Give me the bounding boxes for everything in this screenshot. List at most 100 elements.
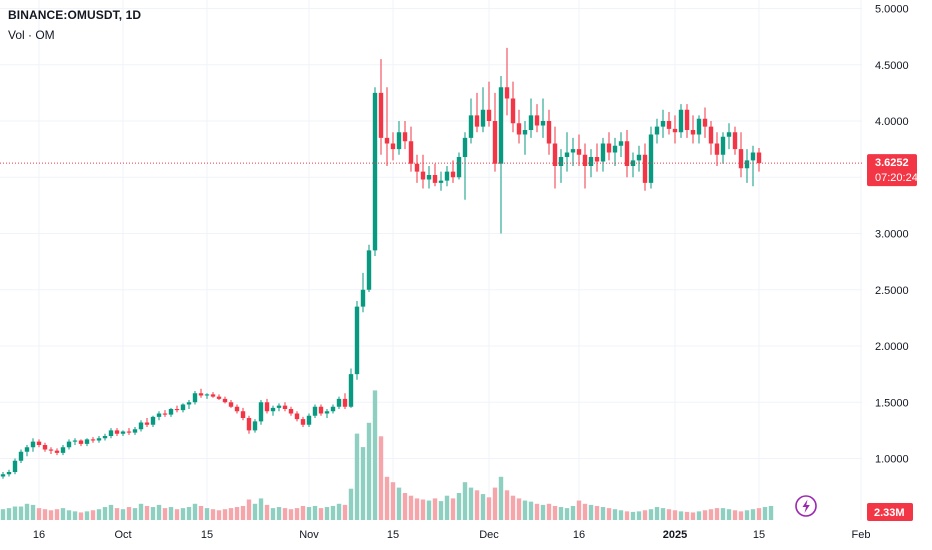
volume-bar	[654, 507, 660, 520]
candle	[522, 121, 528, 155]
volume-bar	[60, 508, 66, 520]
volume-bar	[360, 447, 366, 520]
candle	[300, 416, 306, 427]
candle-body	[570, 149, 576, 153]
volume-bar	[450, 498, 456, 520]
volume-bar	[522, 500, 528, 520]
candle	[150, 415, 156, 427]
candle	[606, 132, 612, 161]
candle	[480, 87, 486, 133]
price-tick-label: 2.5000	[875, 285, 909, 297]
time-scale[interactable]: 16 Oct 15 Nov 15 Dec 16 2025 15 Feb	[33, 529, 871, 541]
price-candles	[0, 47, 762, 479]
volume-bar	[150, 507, 156, 520]
volume-bar	[234, 507, 240, 520]
volume-bar	[312, 505, 318, 520]
candle	[390, 132, 396, 161]
candle-body	[540, 121, 546, 126]
candle-body	[738, 149, 744, 169]
volume-bar	[480, 494, 486, 520]
volume-bars	[0, 390, 774, 520]
volume-bar	[276, 507, 282, 520]
candle-body	[600, 143, 606, 162]
candle	[312, 404, 318, 418]
volume-bar	[180, 508, 186, 520]
volume-bar	[198, 505, 204, 520]
candle-body	[684, 109, 690, 130]
candle-body	[552, 143, 558, 166]
volume-bar	[30, 504, 36, 520]
candle	[324, 409, 330, 418]
candle	[648, 126, 654, 189]
candle	[48, 447, 54, 454]
volume-bar	[378, 436, 384, 520]
candle	[720, 132, 726, 164]
candle	[474, 92, 480, 133]
volume-bar	[324, 507, 330, 520]
volume-bar	[702, 510, 708, 520]
time-tick-label: Dec	[479, 529, 499, 541]
candle-body	[102, 436, 108, 439]
candle-body	[714, 143, 720, 155]
candle	[174, 405, 180, 413]
volume-bar	[138, 503, 144, 520]
volume-bar	[672, 510, 678, 520]
volume-bar	[708, 509, 714, 520]
candle-body	[18, 451, 24, 461]
candle	[246, 415, 252, 434]
candle	[318, 404, 324, 416]
volume-bar	[570, 505, 576, 520]
volume-bar	[762, 507, 768, 520]
volume-bar	[18, 506, 24, 520]
time-tick-label: 16	[573, 529, 585, 541]
time-tick-label: Nov	[299, 529, 319, 541]
candle-body	[594, 157, 600, 162]
candle-body	[456, 157, 462, 178]
volume-bar	[306, 507, 312, 520]
candle	[186, 400, 192, 409]
candle-body	[696, 118, 702, 135]
candle-body	[378, 92, 384, 138]
volume-bar	[114, 508, 120, 520]
volume-bar	[270, 508, 276, 520]
candle	[126, 428, 132, 435]
volume-bar	[348, 488, 354, 520]
time-tick-label: 2025	[663, 529, 687, 541]
candle	[258, 400, 264, 425]
candle	[384, 87, 390, 166]
price-tick-label: 4.0000	[875, 116, 909, 128]
volume-bar	[618, 510, 624, 520]
time-tick-label: 15	[753, 529, 765, 541]
volume-bar	[102, 507, 108, 520]
candle-body	[480, 109, 486, 127]
candle-body	[426, 175, 432, 180]
candle	[744, 149, 750, 183]
candle-body	[504, 87, 510, 99]
candle-body	[198, 393, 204, 396]
volume-badge: 2.33M	[867, 503, 913, 521]
candle-body	[24, 447, 30, 452]
volume-bar	[732, 510, 738, 520]
symbol-title: BINANCE:OMUSDT, 1D	[8, 8, 142, 22]
candle	[528, 98, 534, 138]
candle	[636, 145, 642, 172]
candle-body	[648, 134, 654, 183]
candle-body	[66, 441, 72, 448]
volume-bar	[420, 499, 426, 520]
volume-bar	[222, 509, 228, 520]
lightning-icon[interactable]	[795, 495, 817, 517]
volume-bar	[240, 505, 246, 520]
candle	[702, 107, 708, 138]
candle-body	[54, 450, 60, 453]
candle-body	[564, 152, 570, 157]
candle-body	[336, 398, 342, 407]
candle-body	[354, 306, 360, 375]
candle-body	[168, 409, 174, 415]
candle	[468, 98, 474, 144]
candle-body	[6, 472, 12, 475]
volume-bar	[84, 511, 90, 520]
candle	[600, 137, 606, 172]
candle-body	[342, 398, 348, 407]
candle-body	[90, 439, 96, 441]
